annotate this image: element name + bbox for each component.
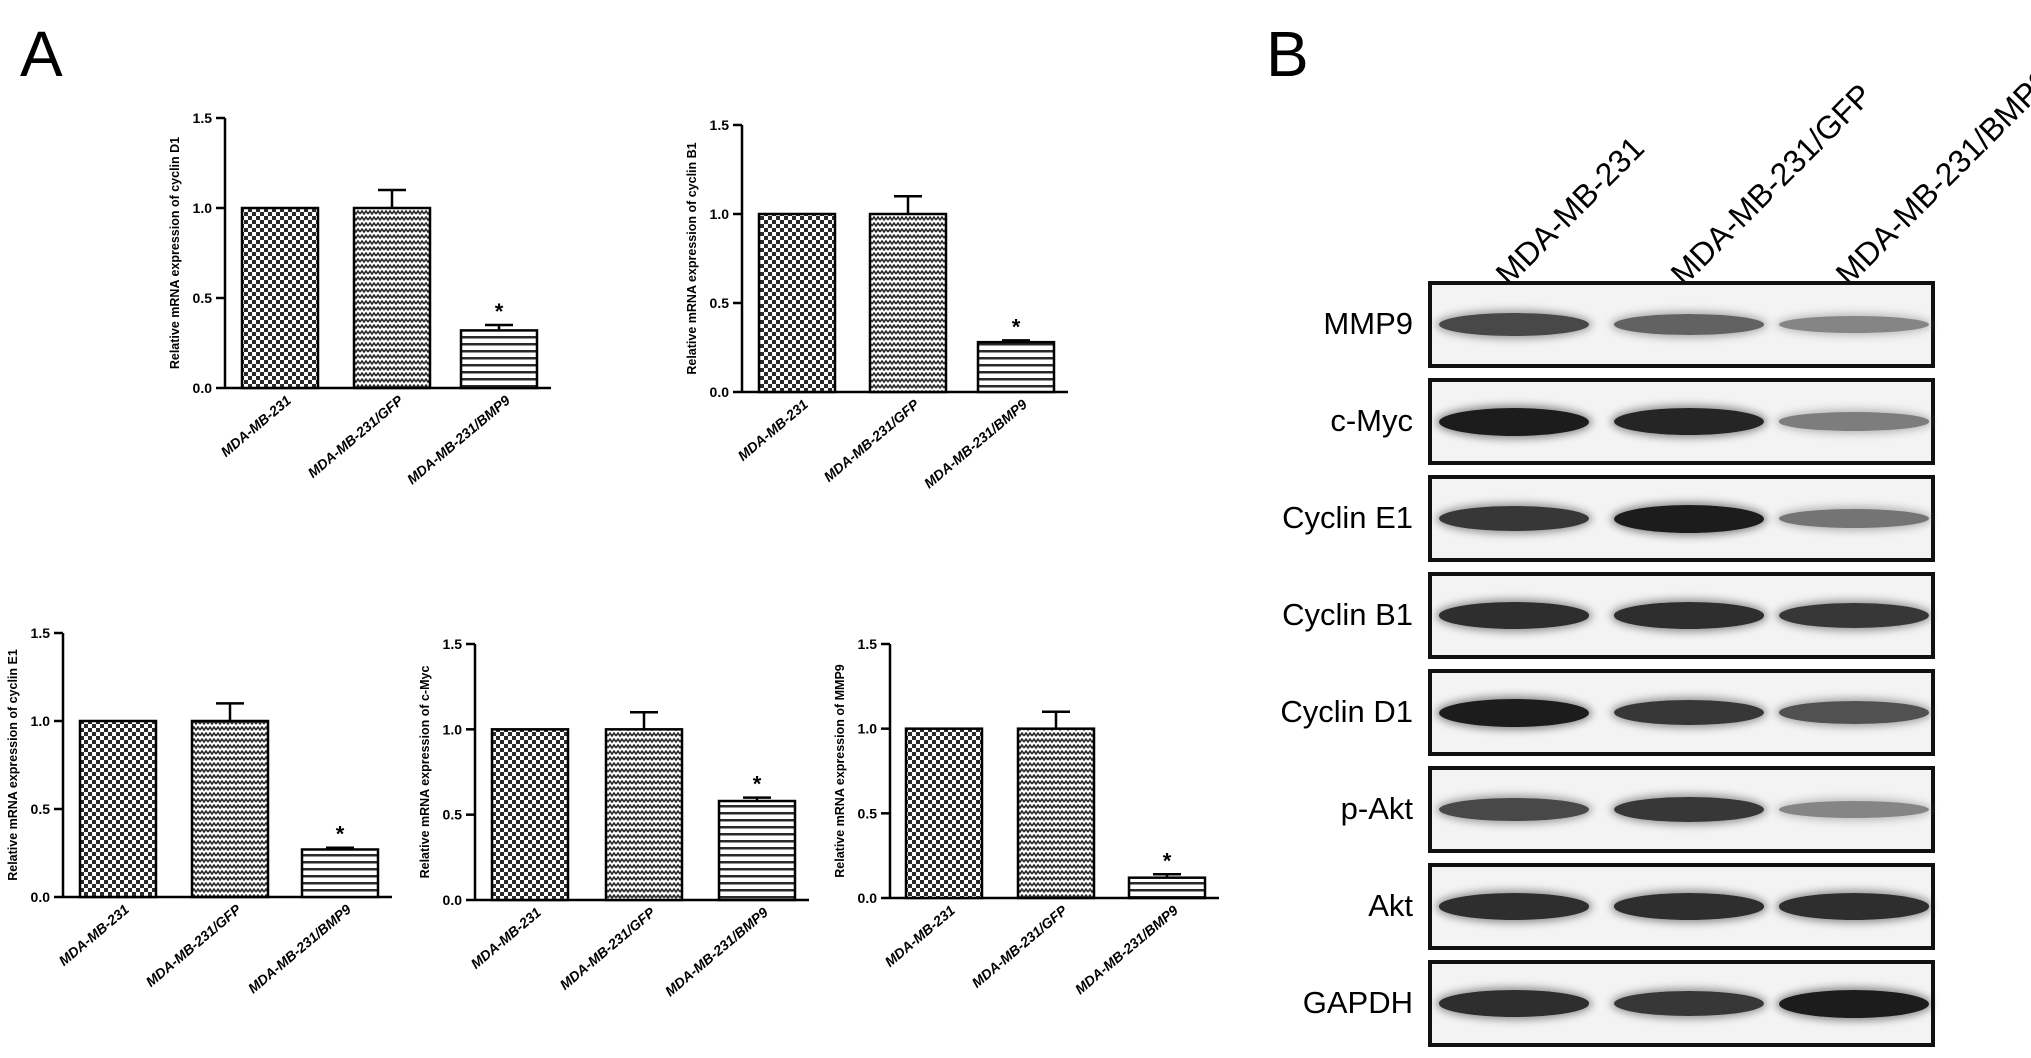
y-axis-label: Relative mRNA expression of c-Myc	[418, 666, 432, 879]
blot-band	[1439, 602, 1589, 629]
bar	[904, 727, 984, 900]
panel-label-b: B	[1266, 18, 1309, 90]
bar	[604, 728, 684, 902]
blot-band	[1614, 314, 1764, 335]
blot-band	[1439, 990, 1589, 1017]
blot-strip	[1428, 572, 1935, 659]
bar	[352, 206, 432, 390]
y-axis-label: Relative mRNA expression of cyclin E1	[6, 649, 20, 881]
blot-band	[1439, 407, 1589, 436]
bar	[240, 206, 320, 390]
blot-strip	[1428, 475, 1935, 562]
blot-row-label: MMP9	[1323, 305, 1413, 341]
blot-band	[1439, 893, 1589, 920]
blot-band	[1614, 699, 1764, 726]
y-tick-label: 1.0	[31, 713, 51, 729]
y-tick-label: 0.5	[193, 290, 213, 306]
blot-row-label: Cyclin B1	[1282, 596, 1413, 632]
blot-band	[1614, 990, 1764, 1017]
blot-band	[1614, 504, 1764, 533]
y-tick-label: 1.0	[710, 206, 730, 222]
blot-row-label: p-Akt	[1340, 790, 1413, 826]
blot-band	[1439, 698, 1589, 727]
y-axis-label: Relative mRNA expression of cyclin D1	[168, 137, 182, 369]
y-tick-label: 0.5	[443, 807, 463, 823]
blot-row-label: Cyclin D1	[1280, 693, 1413, 729]
y-axis-label: Relative mRNA expression of MMP9	[833, 664, 847, 878]
y-tick-label: 1.5	[858, 636, 878, 652]
bar	[78, 719, 158, 899]
blot-band	[1779, 701, 1929, 724]
significance-marker: *	[1012, 314, 1021, 339]
bar	[976, 340, 1056, 394]
lane-label: MDA-MB-231	[1488, 129, 1652, 293]
blot-strip	[1428, 863, 1935, 950]
blot-band	[1779, 893, 1929, 920]
bar	[490, 728, 570, 902]
blot-strip	[1428, 766, 1935, 853]
bar	[300, 848, 380, 899]
y-tick-label: 1.0	[443, 721, 463, 737]
blot-strip	[1428, 281, 1935, 368]
blot-band	[1779, 800, 1929, 819]
y-tick-label: 1.5	[443, 636, 463, 652]
y-tick-label: 0.0	[31, 889, 51, 905]
blot-band	[1779, 509, 1929, 528]
bar	[757, 212, 837, 394]
y-tick-label: 0.0	[710, 384, 730, 400]
y-axis-label: Relative mRNA expression of cyclin B1	[685, 142, 699, 374]
blot-band	[1614, 796, 1764, 823]
bar	[190, 719, 270, 899]
blot-row-label: GAPDH	[1302, 984, 1413, 1020]
y-tick-label: 1.5	[710, 117, 730, 133]
blot-row-label: Akt	[1368, 887, 1413, 923]
blot-band	[1439, 797, 1589, 822]
blot-row-label: c-Myc	[1330, 402, 1413, 438]
blot-band	[1614, 407, 1764, 436]
blot-band	[1614, 602, 1764, 629]
blot-band	[1614, 893, 1764, 920]
panel-label-a: A	[20, 18, 63, 90]
blot-band	[1779, 315, 1929, 334]
bar	[717, 799, 797, 902]
y-tick-label: 1.0	[193, 200, 213, 216]
y-tick-label: 1.0	[858, 721, 878, 737]
significance-marker: *	[336, 822, 345, 847]
blot-row-label: Cyclin E1	[1282, 499, 1413, 535]
bar	[1016, 727, 1096, 900]
y-tick-label: 0.0	[443, 892, 463, 908]
bar	[868, 212, 948, 394]
y-tick-label: 1.5	[31, 625, 51, 641]
blot-band	[1779, 602, 1929, 629]
y-tick-label: 0.5	[858, 805, 878, 821]
blot-band	[1779, 989, 1929, 1018]
significance-marker: *	[1163, 848, 1172, 873]
y-tick-label: 0.0	[858, 890, 878, 906]
y-tick-label: 0.5	[710, 295, 730, 311]
significance-marker: *	[495, 299, 504, 324]
blot-strip	[1428, 960, 1935, 1047]
blot-strip	[1428, 669, 1935, 756]
blot-band	[1439, 312, 1589, 337]
blot-band	[1439, 505, 1589, 532]
blot-strip	[1428, 378, 1935, 465]
y-tick-label: 0.5	[31, 801, 51, 817]
y-tick-label: 0.0	[193, 380, 213, 396]
significance-marker: *	[753, 772, 762, 797]
y-tick-label: 1.5	[193, 110, 213, 126]
blot-band	[1779, 412, 1929, 431]
